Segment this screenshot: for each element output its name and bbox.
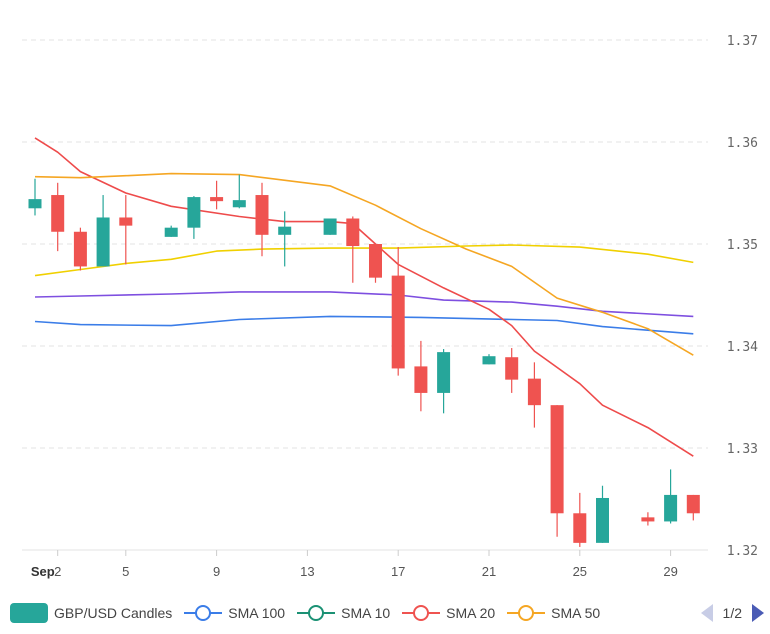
candle-body (278, 226, 292, 235)
legend-item-sma-100[interactable]: SMA 100 (184, 603, 285, 623)
x-tick-label: 13 (300, 564, 314, 579)
x-tick-label: 5 (122, 564, 129, 579)
legend-label: GBP/USD Candles (54, 605, 173, 621)
candle-body (664, 494, 678, 522)
candle-body (164, 227, 178, 237)
candle-body (596, 497, 609, 543)
indicator-line-0 (34, 315, 694, 335)
y-tick-label: 1.36 (727, 136, 758, 151)
x-tick-label: 17 (391, 564, 405, 579)
x-tick-month-label: Sep (31, 564, 55, 579)
indicator-line-4 (34, 244, 694, 277)
candles-swatch (10, 603, 48, 623)
candle-body (505, 357, 519, 380)
x-tick-label: 9 (213, 564, 220, 579)
sma-50-line-swatch (507, 603, 546, 623)
x-tick-label: 29 (663, 564, 677, 579)
candle-body (686, 494, 700, 514)
legend-item-sma-50[interactable]: SMA 50 (507, 603, 600, 623)
candle-body (391, 275, 405, 369)
candle-body (119, 217, 133, 226)
candle-body (437, 352, 451, 393)
candle-body (187, 197, 201, 228)
sma-100-line-swatch (184, 603, 223, 623)
chart-legend: GBP/USD Candles SMA 100 SMA 10 SMA 20 SM… (0, 598, 770, 628)
candle-body (414, 366, 428, 393)
legend-next-arrow-icon[interactable] (752, 604, 764, 622)
legend-item-sma-10[interactable]: SMA 10 (297, 603, 390, 623)
candle-body (255, 195, 269, 235)
legend-item-gbp-usd-candles[interactable]: GBP/USD Candles (0, 603, 172, 623)
candle-body (232, 200, 246, 208)
legend-pager: 1/2 (700, 604, 764, 622)
candle-body (641, 517, 655, 522)
candle-body (346, 218, 360, 247)
candle-body (527, 378, 541, 406)
indicator-line-1 (34, 291, 694, 318)
legend-page-indicator: 1/2 (722, 605, 742, 621)
legend-item-sma-20[interactable]: SMA 20 (402, 603, 495, 623)
y-tick-label: 1.35 (727, 238, 758, 253)
legend-label: SMA 100 (228, 605, 286, 621)
legend-prev-arrow-icon[interactable] (700, 604, 713, 622)
y-tick-label: 1.37 (727, 34, 758, 49)
candle-body (96, 217, 110, 267)
x-tick-label: 21 (482, 564, 496, 579)
candle-body (323, 218, 337, 235)
y-tick-label: 1.34 (727, 340, 758, 355)
candle-body (369, 244, 382, 278)
sma-10-line-swatch (297, 603, 336, 623)
candle-body (210, 197, 224, 202)
legend-label: SMA 10 (341, 605, 391, 621)
candle-body (73, 231, 87, 267)
legend-label: SMA 20 (446, 605, 496, 621)
x-tick-label: 25 (573, 564, 587, 579)
candle-body (573, 513, 587, 543)
y-tick-label: 1.33 (727, 442, 758, 457)
indicator-line-3 (34, 172, 694, 356)
legend-label: SMA 50 (551, 605, 601, 621)
candle-body (51, 195, 65, 232)
x-tick-label: 2 (54, 564, 61, 579)
sma-20-line-swatch (402, 603, 441, 623)
candle-body (28, 199, 42, 209)
indicator-line-2 (34, 137, 694, 457)
candle-body (482, 356, 496, 365)
y-tick-label: 1.32 (727, 544, 758, 559)
candle-body (550, 405, 564, 514)
